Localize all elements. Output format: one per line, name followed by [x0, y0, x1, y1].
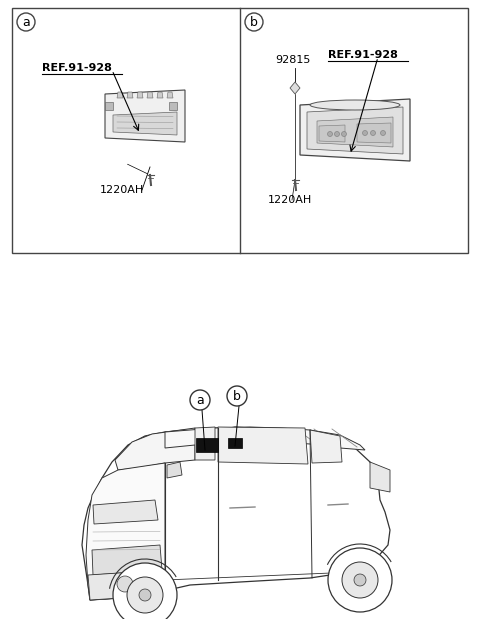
Circle shape [17, 13, 35, 31]
Polygon shape [86, 463, 165, 600]
Circle shape [227, 386, 247, 406]
Circle shape [341, 131, 347, 137]
Bar [228, 438, 242, 448]
Circle shape [245, 13, 263, 31]
Polygon shape [105, 90, 185, 142]
Polygon shape [195, 427, 215, 460]
Bar [169, 102, 177, 110]
Circle shape [371, 131, 375, 136]
Circle shape [342, 562, 378, 598]
Text: REF.91-928: REF.91-928 [328, 50, 398, 60]
Polygon shape [147, 92, 153, 98]
Polygon shape [117, 92, 123, 98]
Polygon shape [88, 570, 167, 600]
Circle shape [113, 563, 177, 619]
Polygon shape [218, 427, 308, 464]
Text: REF.91-928: REF.91-928 [42, 63, 112, 73]
Text: 1220AH: 1220AH [100, 185, 144, 195]
Circle shape [381, 131, 385, 136]
Text: 92815: 92815 [275, 55, 311, 65]
Polygon shape [93, 500, 158, 524]
Polygon shape [307, 107, 403, 154]
Polygon shape [113, 112, 177, 135]
Polygon shape [319, 125, 345, 142]
Polygon shape [317, 117, 393, 147]
Circle shape [127, 577, 163, 613]
Polygon shape [300, 99, 410, 161]
Bar [105, 102, 113, 110]
Text: a: a [196, 394, 204, 407]
Polygon shape [165, 427, 365, 450]
Polygon shape [310, 430, 342, 463]
Circle shape [190, 390, 210, 410]
Circle shape [362, 131, 368, 136]
Bar [196, 438, 218, 452]
Text: b: b [250, 15, 258, 28]
Polygon shape [357, 123, 391, 143]
Polygon shape [167, 462, 182, 478]
Polygon shape [137, 92, 143, 98]
Text: a: a [22, 15, 30, 28]
Circle shape [117, 576, 133, 592]
Circle shape [139, 589, 151, 601]
Bar [12, 8, 468, 253]
Polygon shape [127, 92, 133, 98]
Ellipse shape [310, 100, 400, 110]
Polygon shape [167, 92, 173, 98]
Polygon shape [92, 545, 162, 575]
Circle shape [335, 131, 339, 137]
Polygon shape [370, 462, 390, 492]
Circle shape [327, 131, 333, 137]
Text: 1220AH: 1220AH [268, 195, 312, 205]
Polygon shape [82, 427, 390, 600]
Circle shape [354, 574, 366, 586]
Polygon shape [157, 92, 163, 98]
Polygon shape [115, 428, 195, 470]
Polygon shape [290, 82, 300, 94]
Text: b: b [233, 389, 241, 402]
Circle shape [328, 548, 392, 612]
